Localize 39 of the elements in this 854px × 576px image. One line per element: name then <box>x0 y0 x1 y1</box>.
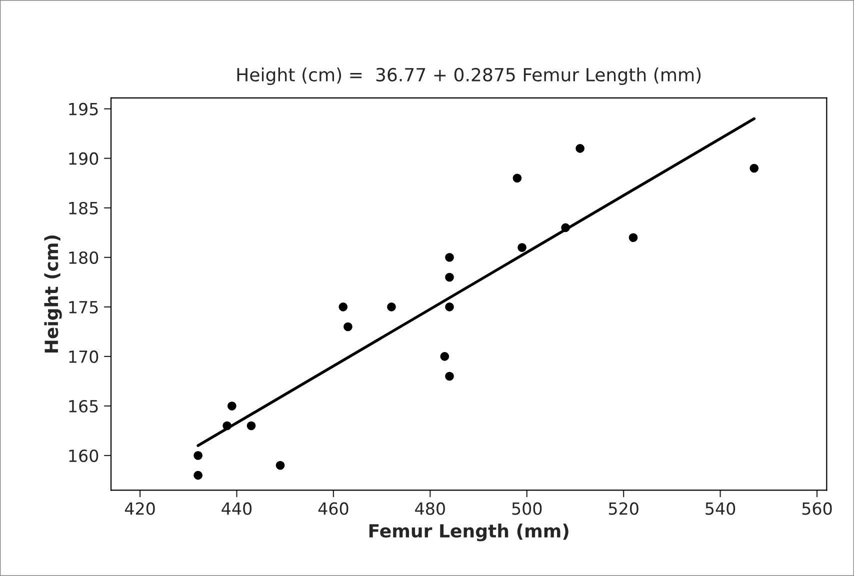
x-tick-label: 420 <box>124 502 155 515</box>
point <box>512 174 522 183</box>
y-tick-label: 175 <box>69 301 98 314</box>
point <box>445 302 454 312</box>
y-tick-label: 195 <box>69 102 98 116</box>
point <box>228 402 236 410</box>
point <box>194 451 202 460</box>
point <box>338 302 348 312</box>
x-tick-label: 440 <box>222 502 252 515</box>
point <box>276 461 285 470</box>
point <box>440 352 450 361</box>
y-tick-label: 185 <box>69 202 98 214</box>
point <box>628 233 638 242</box>
x-tick-label: 520 <box>608 502 638 515</box>
x-tick-label: 540 <box>706 502 736 515</box>
y-tick-label: 170 <box>69 350 98 364</box>
x-tick-label: 480 <box>415 502 445 515</box>
chart-title: Height (cm) = 36.77 + 0.2875 Femur Length (mm) <box>237 68 701 86</box>
point <box>194 470 202 480</box>
y-tick-label: 165 <box>69 400 98 413</box>
point <box>246 421 256 430</box>
x-tick-label: 500 <box>512 502 542 515</box>
point <box>561 223 570 232</box>
point <box>518 243 526 252</box>
y-axis-title: Height (cm) <box>44 235 62 353</box>
y-tick-label: 180 <box>69 251 98 264</box>
x-tick-label: 560 <box>802 502 832 515</box>
x-tick-label: 460 <box>318 502 348 515</box>
point <box>750 164 759 173</box>
y-tick-label: 160 <box>69 449 98 462</box>
x-axis-title: Femur Length (mm) <box>369 524 568 542</box>
point <box>445 253 454 262</box>
point <box>576 144 584 153</box>
point <box>222 421 232 430</box>
point <box>445 272 454 282</box>
y-tick-label: 190 <box>69 152 98 165</box>
point <box>445 372 454 381</box>
point <box>387 302 396 312</box>
point <box>344 322 352 332</box>
